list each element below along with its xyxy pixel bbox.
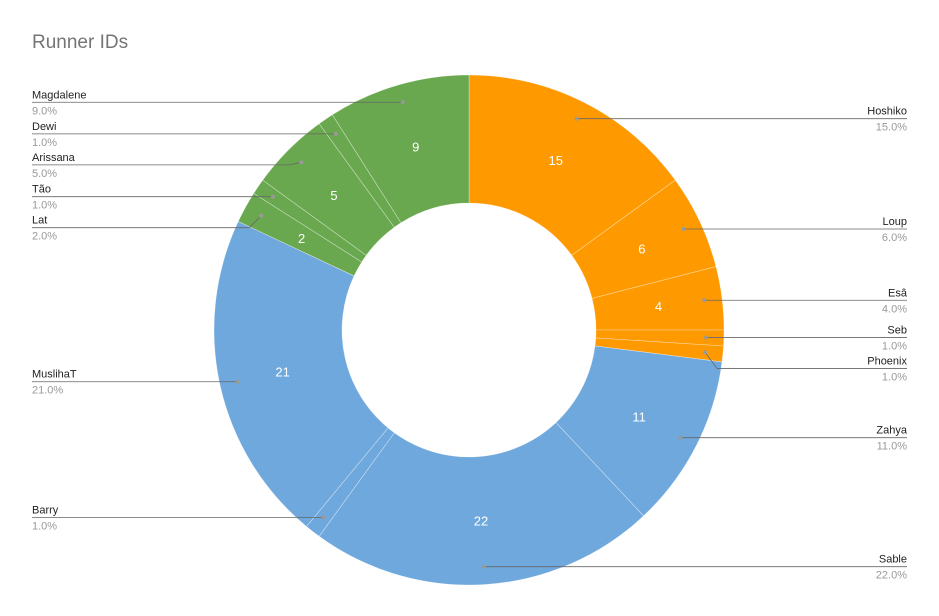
leader-dot-lat [259, 213, 264, 218]
label-tao: Tão [32, 184, 51, 196]
leader-dot-dewi [333, 131, 338, 136]
leader-dot-barry [321, 515, 326, 520]
slice-value-magdalene: 9 [412, 140, 419, 155]
slices [213, 74, 725, 586]
slice-magdalene [331, 74, 470, 224]
percent-tao: 1.0% [32, 200, 57, 212]
chart-title: Runner IDs [32, 32, 129, 53]
label-dewi: Dewi [32, 121, 56, 133]
label-arissana: Arissana [32, 152, 76, 164]
label-loup: Loup [883, 216, 907, 228]
percent-loup: 6.0% [882, 232, 907, 244]
slice-muslihat [213, 221, 389, 527]
slice-value-arissana: 5 [330, 188, 337, 203]
percent-seb: 1.0% [882, 340, 907, 352]
leader-dot-arissana [299, 160, 304, 165]
slice-value-hoshiko: 15 [548, 153, 562, 168]
label-phoenix: Phoenix [867, 355, 907, 367]
leader-dot-hoshiko [574, 116, 579, 121]
percent-zahya: 11.0% [877, 441, 908, 453]
percent-lat: 2.0% [32, 231, 57, 243]
slice-value-loup: 6 [638, 242, 645, 257]
leader-lines [32, 100, 907, 569]
slice-value-zahya: 11 [632, 410, 646, 425]
slice-value-esa: 4 [655, 299, 662, 314]
label-muslihat: MuslihaT [32, 369, 77, 381]
label-lat: Lat [32, 215, 47, 227]
slice-sable [318, 422, 644, 586]
label-sable: Sable [879, 554, 907, 566]
leader-dot-esa [702, 298, 707, 303]
label-magdalene: Magdalene [32, 89, 86, 101]
leader-dot-seb [704, 335, 709, 340]
slice-value-sable: 22 [474, 514, 488, 529]
label-hoshiko: Hoshiko [867, 106, 907, 118]
leader-line-lat [32, 215, 262, 229]
leader-line-phoenix [704, 352, 907, 369]
labels: 15 6 4 11 22 21 2 5 9 Hoshiko 15.0% Loup 6.0% Esâ 4.0%… [32, 89, 908, 581]
label-barry: Barry [32, 504, 59, 516]
leader-line-arissana [32, 161, 302, 166]
percent-phoenix: 1.0% [882, 371, 907, 383]
slice-hoshiko [468, 74, 676, 256]
percent-muslihat: 21.0% [32, 385, 63, 397]
slice-value-lat: 2 [298, 231, 305, 246]
leader-dot-tao [270, 194, 275, 199]
percent-sable: 22.0% [876, 570, 907, 582]
label-seb: Seb [887, 324, 907, 336]
leader-dot-muslihat [235, 379, 240, 384]
slice-value-muslihat: 21 [275, 365, 289, 380]
leader-dot-magdalene [400, 100, 405, 105]
percent-barry: 1.0% [32, 520, 57, 532]
leader-dot-phoenix [703, 350, 708, 355]
leader-dot-loup [681, 227, 686, 232]
label-zahya: Zahya [876, 425, 907, 437]
percent-magdalene: 9.0% [32, 105, 57, 117]
percent-esa: 4.0% [882, 303, 907, 315]
percent-hoshiko: 15.0% [876, 122, 907, 134]
leader-dot-sable [481, 564, 486, 569]
label-esa: Esâ [888, 287, 908, 299]
percent-dewi: 1.0% [32, 137, 57, 149]
percent-arissana: 5.0% [32, 168, 57, 180]
leader-dot-zahya [678, 435, 683, 440]
